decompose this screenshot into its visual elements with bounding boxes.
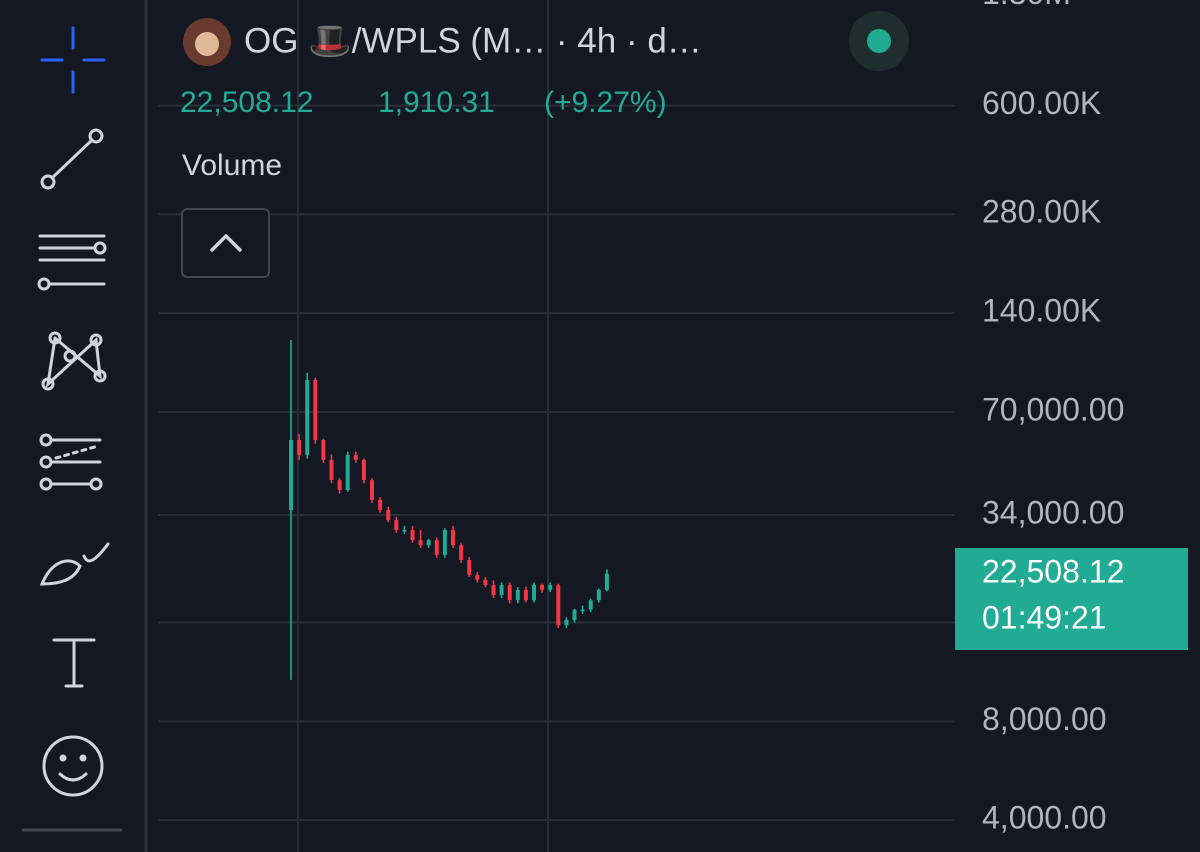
candle-body — [483, 579, 488, 586]
candle-body — [532, 585, 536, 601]
brush-tool[interactable] — [39, 542, 110, 586]
collapse-button[interactable] — [181, 208, 270, 278]
candle-body — [370, 480, 374, 500]
candle-body — [564, 619, 569, 626]
y-tick-label: 1.30M — [982, 0, 1071, 11]
candle-body — [523, 589, 528, 601]
candle-body — [451, 529, 455, 546]
candle-body — [434, 540, 439, 555]
candle-body — [418, 540, 423, 546]
candle-body — [548, 585, 553, 590]
avatar-face — [195, 32, 219, 56]
crosshair-tool[interactable] — [40, 26, 106, 94]
y-tick-label: 8,000.00 — [982, 701, 1107, 737]
candle-body — [305, 379, 310, 455]
candle-body — [588, 600, 593, 610]
indicator-label: Volume — [182, 149, 282, 182]
candle-body — [580, 609, 585, 612]
change: 1,910.31 — [378, 86, 495, 119]
price: 22,508.12 — [180, 86, 313, 119]
candle-body — [507, 585, 512, 601]
y-tick-label: 4,000.00 — [982, 800, 1107, 836]
text-tool[interactable] — [52, 638, 96, 688]
candle-body — [321, 440, 326, 460]
y-tick-label: 70,000.00 — [982, 391, 1124, 427]
candle-body — [556, 585, 561, 626]
y-tick-label: 34,000.00 — [982, 494, 1124, 530]
candle-body — [402, 529, 407, 532]
countdown-label: 01:49:21 — [982, 599, 1107, 635]
y-tick-label: 600.00K — [982, 85, 1101, 121]
candle-body — [329, 459, 334, 481]
candle-body — [491, 585, 496, 595]
y-tick-label: 140.00K — [982, 293, 1101, 329]
candle-body — [394, 520, 399, 530]
candle-body — [378, 499, 383, 511]
candle-body — [410, 529, 415, 541]
last-price-label: 22,508.12 — [982, 553, 1124, 589]
candle-body — [289, 440, 293, 511]
status-dot — [867, 29, 891, 53]
symbol-title[interactable]: OG 🎩/WPLS (M… · 4h · d… — [244, 21, 702, 60]
candle-body — [386, 510, 391, 521]
candle-body — [361, 459, 366, 481]
candle-body — [426, 540, 431, 546]
candle-body — [313, 379, 318, 441]
candle-body — [345, 454, 350, 491]
candle-body — [604, 573, 609, 590]
y-tick-label: 280.00K — [982, 194, 1101, 230]
candle-body — [515, 589, 520, 601]
candle-body — [596, 589, 601, 601]
last-price-background — [955, 548, 1188, 650]
candle-body — [442, 529, 447, 555]
candle-body — [467, 559, 472, 576]
change-percent: (+9.27%) — [544, 86, 667, 119]
last-price-box: 22,508.12 01:49:21 — [955, 548, 1188, 650]
toolbar — [0, 0, 146, 852]
pattern-tool[interactable] — [41, 331, 107, 391]
candle-body — [540, 585, 545, 590]
candle-body — [572, 609, 577, 620]
candles — [289, 339, 609, 680]
trendline-tool[interactable] — [40, 128, 104, 190]
candle-body — [337, 480, 342, 491]
chevron-up — [210, 234, 242, 252]
emoji-tool[interactable] — [42, 735, 104, 797]
candle-body — [297, 440, 302, 455]
fib-tool[interactable] — [37, 234, 107, 291]
candle-body — [499, 585, 504, 595]
candle-body — [459, 545, 464, 560]
candle-body — [353, 454, 358, 460]
prediction-tool[interactable] — [39, 433, 103, 491]
candle-body — [475, 575, 480, 580]
